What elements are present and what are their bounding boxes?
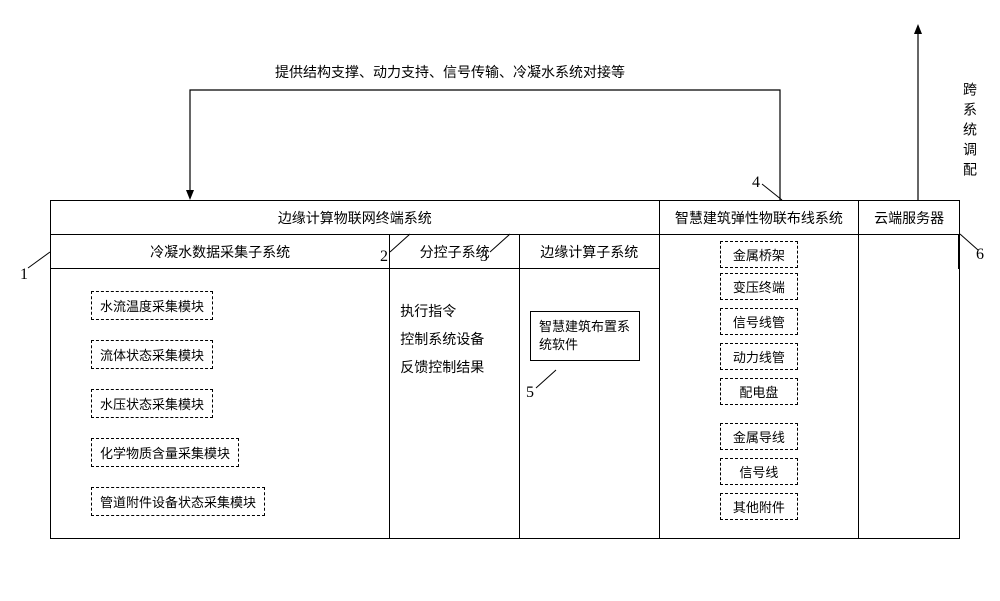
- wiring-item-0: 金属桥架: [720, 241, 798, 268]
- header-edge-iot: 边缘计算物联网终端系统: [51, 201, 660, 235]
- wiring-item-3: 动力线管: [720, 343, 798, 370]
- feedback-arrow-label: 提供结构支撑、动力支持、信号传输、冷凝水系统对接等: [275, 62, 625, 82]
- top-header-row: 边缘计算物联网终端系统 智慧建筑弹性物联布线系统 云端服务器: [51, 201, 959, 235]
- cross-system-label: 跨系统调配: [958, 82, 978, 182]
- subhead-sub-control: 分控子系统: [390, 235, 520, 269]
- wiring-item-6: 信号线: [720, 458, 798, 485]
- col-sub-control: 执行指令 控制系统设备 反馈控制结果: [390, 269, 520, 538]
- wiring-item-2: 信号线管: [720, 308, 798, 335]
- callout-4: 4: [752, 174, 760, 192]
- wiring-item-5: 金属导线: [720, 423, 798, 450]
- body-row: 水流温度采集模块 流体状态采集模块 水压状态采集模块 化学物质含量采集模块 管道…: [51, 269, 959, 538]
- col-condensate-modules: 水流温度采集模块 流体状态采集模块 水压状态采集模块 化学物质含量采集模块 管道…: [51, 269, 390, 538]
- header-cloud-server: 云端服务器: [859, 201, 959, 235]
- module-water-temp: 水流温度采集模块: [91, 291, 213, 320]
- col-edge-compute: 智慧建筑布置系统软件: [520, 269, 660, 538]
- sub-header-row: 冷凝水数据采集子系统 分控子系统 边缘计算子系统 金属桥架: [51, 235, 959, 269]
- module-fluid-state: 流体状态采集模块: [91, 340, 213, 369]
- system-diagram: 边缘计算物联网终端系统 智慧建筑弹性物联布线系统 云端服务器 冷凝水数据采集子系…: [50, 200, 960, 539]
- subcontrol-line3: 反馈控制结果: [400, 355, 509, 383]
- callout-1: 1: [20, 266, 28, 284]
- col-cloud: [859, 269, 959, 538]
- header-smart-wiring: 智慧建筑弹性物联布线系统: [660, 201, 860, 235]
- col-wiring-items: 变压终端 信号线管 动力线管 配电盘 金属导线 信号线 其他附件: [660, 269, 860, 538]
- wiring-item-1: 变压终端: [720, 273, 798, 300]
- subcontrol-line2: 控制系统设备: [400, 327, 509, 355]
- wiring-item-4: 配电盘: [720, 378, 798, 405]
- subcontrol-line1: 执行指令: [400, 299, 509, 327]
- module-pipe-accessory: 管道附件设备状态采集模块: [91, 487, 265, 516]
- callout-6: 6: [976, 246, 984, 264]
- subhead-edge-compute: 边缘计算子系统: [520, 235, 660, 269]
- smart-building-software-box: 智慧建筑布置系统软件: [530, 311, 640, 361]
- wiring-item-7: 其他附件: [720, 493, 798, 520]
- module-water-pressure: 水压状态采集模块: [91, 389, 213, 418]
- module-chemical-content: 化学物质含量采集模块: [91, 438, 239, 467]
- subhead-condensate-data: 冷凝水数据采集子系统: [51, 235, 390, 269]
